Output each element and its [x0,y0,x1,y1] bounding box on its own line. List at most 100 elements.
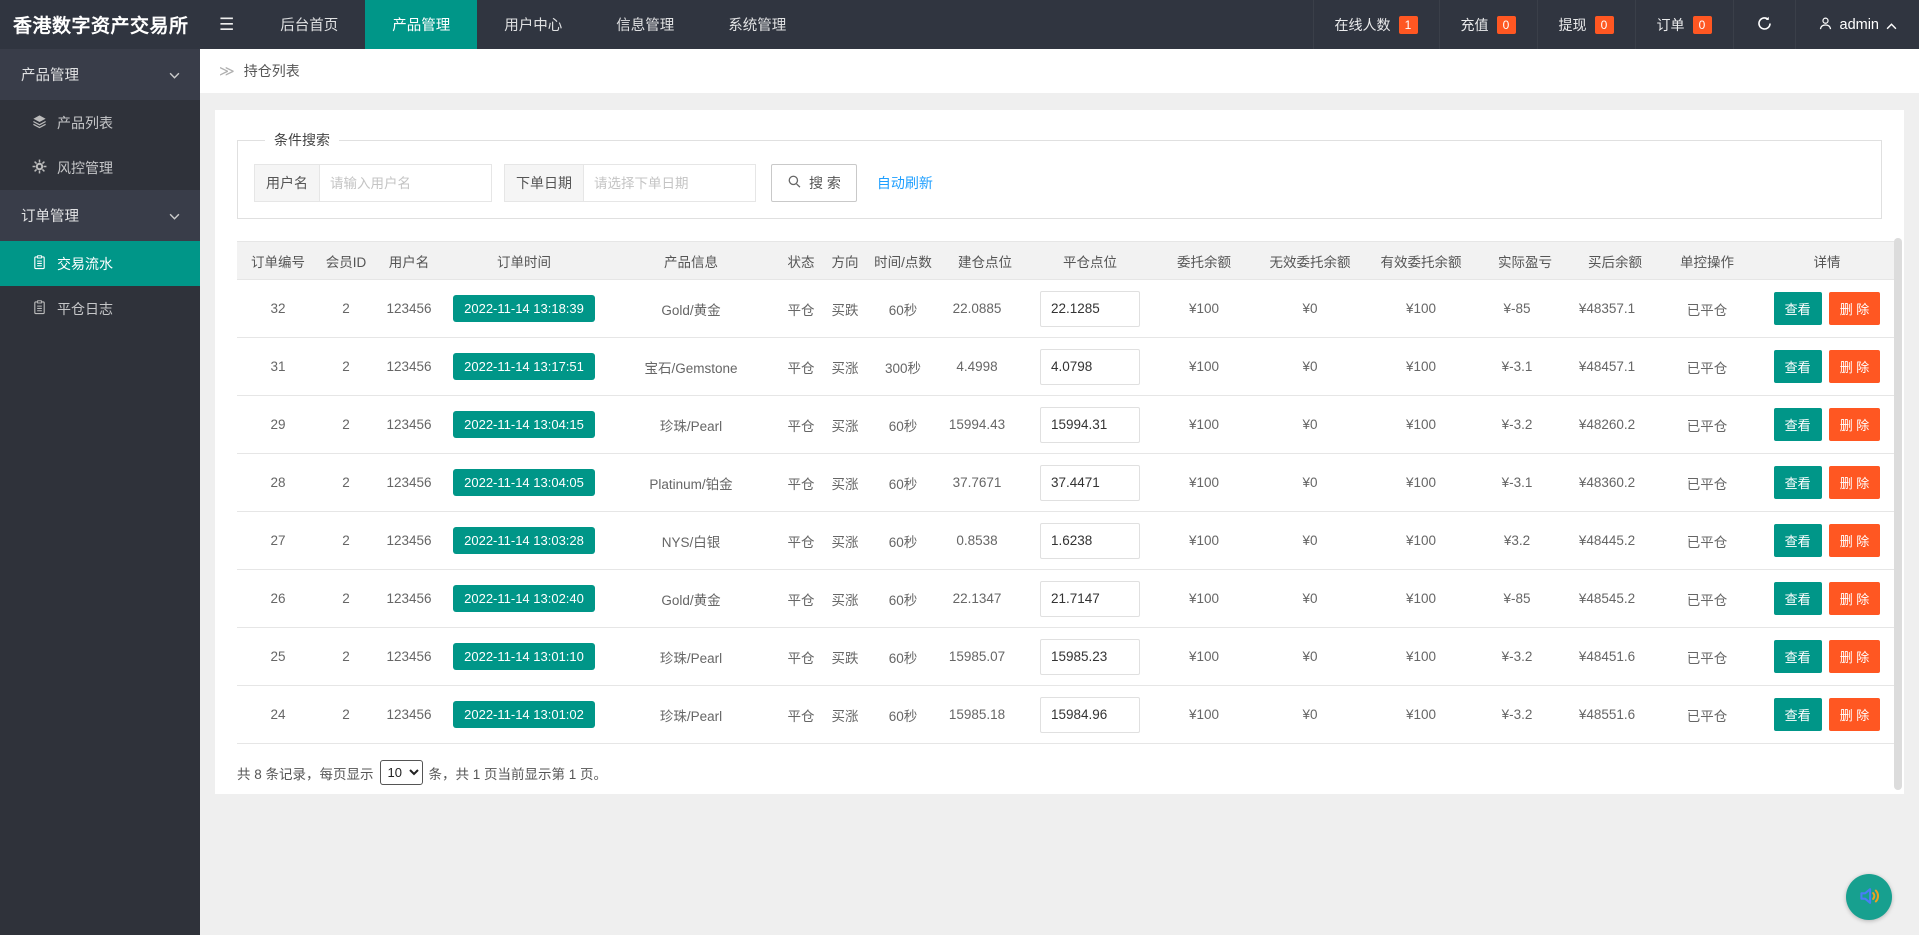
refresh-button[interactable] [1733,0,1795,49]
delete-button[interactable]: 删 除 [1829,640,1881,673]
cell-balance-after: ¥48445.2 [1569,512,1661,570]
cell-balance-after: ¥48545.2 [1569,570,1661,628]
user-icon [1818,16,1833,34]
cell-open-point: 22.1347 [939,570,1031,628]
cell-actions: 查看删 除 [1753,512,1901,570]
online-count-badge: 1 [1399,16,1418,34]
sound-toggle-button[interactable] [1846,874,1892,920]
table-row: 31 2 123456 2022-11-14 13:17:51 宝石/Gemst… [237,338,1901,396]
cell-actions: 查看删 除 [1753,686,1901,744]
nav-item-system[interactable]: 系统管理 [701,0,813,49]
cell-balance-after: ¥48457.1 [1569,338,1661,396]
view-button[interactable]: 查看 [1774,524,1822,557]
close-point-input[interactable] [1040,581,1140,617]
sidebar-item-risk-control[interactable]: 风控管理 [0,145,200,190]
withdraw-count-badge: 0 [1595,16,1614,34]
cell-actions: 查看删 除 [1753,396,1901,454]
stat-withdraw[interactable]: 提现 0 [1537,0,1635,49]
cell-time-points: 60秒 [867,396,939,454]
delete-button[interactable]: 删 除 [1829,582,1881,615]
close-point-input[interactable] [1040,465,1140,501]
cell-member-id: 2 [319,280,373,338]
stat-recharge[interactable]: 充值 0 [1439,0,1537,49]
username-field-label: 用户名 [254,164,319,202]
cell-order-id: 25 [237,628,319,686]
sidebar-item-product-list[interactable]: 产品列表 [0,100,200,145]
delete-button[interactable]: 删 除 [1829,408,1881,441]
sidebar-item-trade-flow[interactable]: 交易流水 [0,241,200,286]
view-button[interactable]: 查看 [1774,466,1822,499]
order-date-group: 下单日期 [504,164,756,202]
cell-balance-after: ¥48260.2 [1569,396,1661,454]
username-input[interactable] [319,164,492,202]
cell-control-status: 已平仓 [1661,512,1753,570]
order-time-badge: 2022-11-14 13:18:39 [453,295,595,322]
cell-direction: 买涨 [823,396,867,454]
sidebar: 产品管理 产品列表 风控管理 订单管理 [0,49,200,935]
order-date-input[interactable] [583,164,756,202]
close-point-input[interactable] [1040,407,1140,443]
cell-member-id: 2 [319,396,373,454]
cell-time-points: 60秒 [867,280,939,338]
view-button[interactable]: 查看 [1774,582,1822,615]
nav-item-users[interactable]: 用户中心 [477,0,589,49]
table-row: 24 2 123456 2022-11-14 13:01:02 珍珠/Pearl… [237,686,1901,744]
nav-item-home[interactable]: 后台首页 [253,0,365,49]
delete-button[interactable]: 删 除 [1829,292,1881,325]
search-button[interactable]: 搜 索 [771,164,857,202]
cell-order-time: 2022-11-14 13:04:15 [445,396,603,454]
close-point-input[interactable] [1040,349,1140,385]
cell-status: 平仓 [779,280,823,338]
page-size-select[interactable]: 10 [380,760,423,785]
table-scrollbar[interactable] [1894,238,1902,790]
nav-item-info[interactable]: 信息管理 [589,0,701,49]
hamburger-icon[interactable]: ☰ [200,0,253,49]
cell-open-point: 37.7671 [939,454,1031,512]
cell-direction: 买涨 [823,686,867,744]
auto-refresh-link[interactable]: 自动刷新 [877,173,933,193]
cell-profit: ¥-85 [1481,570,1569,628]
close-point-input[interactable] [1040,639,1140,675]
content-card: 条件搜索 用户名 下单日期 [215,110,1904,794]
close-point-input[interactable] [1040,291,1140,327]
cell-balance-after: ¥48451.6 [1569,628,1661,686]
delete-button[interactable]: 删 除 [1829,698,1881,731]
cell-order-id: 24 [237,686,319,744]
delete-button[interactable]: 删 除 [1829,466,1881,499]
nav-item-products[interactable]: 产品管理 [365,0,477,49]
sidebar-item-close-log[interactable]: 平仓日志 [0,286,200,331]
cell-balance-after: ¥48551.6 [1569,686,1661,744]
cell-entrust-balance: ¥100 [1149,512,1259,570]
order-time-badge: 2022-11-14 13:03:28 [453,527,595,554]
view-button[interactable]: 查看 [1774,640,1822,673]
sidebar-section-products[interactable]: 产品管理 [0,49,200,100]
cell-username: 123456 [373,396,445,454]
stat-orders[interactable]: 订单 0 [1635,0,1733,49]
close-point-input[interactable] [1040,523,1140,559]
cell-valid-entrust: ¥100 [1361,628,1481,686]
cell-close-point [1031,512,1149,570]
cell-invalid-entrust: ¥0 [1259,396,1361,454]
cell-username: 123456 [373,512,445,570]
sidebar-section-orders[interactable]: 订单管理 [0,190,200,241]
cell-order-time: 2022-11-14 13:03:28 [445,512,603,570]
view-button[interactable]: 查看 [1774,292,1822,325]
cell-profit: ¥-85 [1481,280,1569,338]
view-button[interactable]: 查看 [1774,408,1822,441]
user-menu[interactable]: admin [1795,0,1919,49]
username-group: 用户名 [254,164,492,202]
cell-valid-entrust: ¥100 [1361,512,1481,570]
delete-button[interactable]: 删 除 [1829,350,1881,383]
stat-online-users[interactable]: 在线人数 1 [1313,0,1439,49]
cell-control-status: 已平仓 [1661,686,1753,744]
close-point-input[interactable] [1040,697,1140,733]
order-time-badge: 2022-11-14 13:01:02 [453,701,595,728]
search-panel: 条件搜索 用户名 下单日期 [237,130,1882,219]
cell-product: NYS/白银 [603,512,779,570]
delete-button[interactable]: 删 除 [1829,524,1881,557]
order-time-badge: 2022-11-14 13:02:40 [453,585,595,612]
view-button[interactable]: 查看 [1774,350,1822,383]
view-button[interactable]: 查看 [1774,698,1822,731]
table-row: 28 2 123456 2022-11-14 13:04:05 Platinum… [237,454,1901,512]
cell-invalid-entrust: ¥0 [1259,686,1361,744]
